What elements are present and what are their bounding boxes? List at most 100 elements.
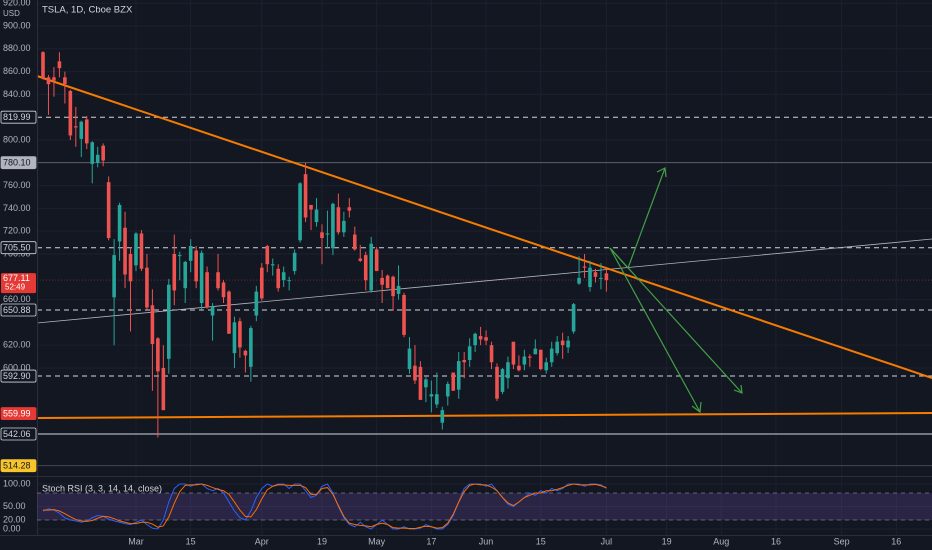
candle-body	[287, 280, 291, 282]
price-level-label: 650.88	[3, 305, 31, 315]
stoch-line	[43, 483, 607, 530]
price-level-tag	[0, 369, 37, 383]
price-level-tag	[0, 427, 37, 441]
price-level-label: 592.90	[3, 371, 31, 381]
candle-body	[79, 121, 84, 139]
candle-body	[276, 268, 281, 289]
x-tick-label: 17	[426, 536, 436, 546]
candle-body	[281, 272, 286, 281]
stoch-tick-label: 20.00	[3, 514, 26, 524]
x-tick-label: 19	[317, 536, 327, 546]
candle-body	[429, 394, 434, 397]
arrowhead	[733, 384, 743, 394]
price-level-tag	[0, 156, 37, 170]
candle-body	[517, 365, 521, 371]
candle-body	[177, 255, 182, 257]
candle-body	[380, 277, 384, 285]
stoch-layer	[37, 483, 932, 530]
candle-body	[68, 90, 73, 136]
candle-body	[106, 182, 111, 239]
candle-body	[243, 350, 248, 356]
y-tick-label: 860.00	[3, 66, 31, 76]
candle-body	[604, 273, 609, 281]
candle-body	[331, 203, 335, 249]
candle-body	[560, 340, 565, 346]
candle-body	[183, 261, 188, 289]
price-level-tag	[0, 303, 37, 317]
candle-body	[112, 255, 116, 298]
price-level-tag	[0, 241, 37, 255]
candle-body	[309, 204, 313, 210]
price-level-label: 780.10	[3, 158, 31, 168]
x-tick-label: 15	[536, 536, 546, 546]
stoch-band	[37, 492, 932, 521]
candle-body	[90, 142, 95, 164]
candle-body	[533, 348, 538, 355]
price-level-label: 705.50	[3, 243, 31, 253]
x-tick-label: May	[368, 536, 386, 546]
candle-body	[418, 366, 423, 400]
candle-body	[413, 365, 417, 381]
y-tick-label: 880.00	[3, 43, 31, 53]
candle-body	[407, 348, 412, 370]
candle-body	[172, 253, 177, 291]
candle-body	[478, 336, 483, 340]
candle-body	[188, 245, 193, 261]
candle-body	[46, 77, 51, 85]
candle-body	[314, 209, 319, 223]
candle-body	[336, 207, 341, 233]
candle-body	[445, 383, 450, 397]
x-tick-label: Sep	[834, 536, 850, 546]
candle-body	[489, 345, 494, 363]
y-tick-label: 620.00	[3, 340, 31, 350]
candle-body	[95, 154, 100, 163]
grid-layer	[37, 0, 932, 535]
price-level-tag	[0, 459, 37, 473]
candle-body	[101, 145, 105, 161]
candle-body	[495, 366, 499, 399]
y-tick-label: 720.00	[3, 226, 31, 236]
currency-label: USD	[3, 9, 20, 18]
stoch-tick-label: 50.00	[3, 501, 26, 511]
candle-body	[522, 356, 527, 365]
indicator-title: Stoch RSI (3, 3, 14, 14, close)	[42, 483, 162, 493]
candle-body	[555, 341, 559, 354]
candle-body	[260, 267, 264, 299]
trend-line	[36, 412, 932, 419]
x-tick-label: 19	[662, 536, 672, 546]
arrowhead	[691, 401, 702, 414]
trend-line	[36, 75, 932, 379]
candle-body	[538, 349, 543, 370]
candle-body	[440, 410, 445, 423]
candle-body	[199, 252, 204, 303]
candle-body	[352, 234, 357, 250]
candle-body	[549, 348, 554, 363]
candle-body	[167, 284, 171, 359]
candles-layer	[41, 51, 609, 438]
candle-body	[325, 233, 330, 235]
countdown-label: 52:49	[5, 283, 26, 292]
y-tick-label: 600.00	[3, 362, 31, 372]
x-tick-label: Mar	[128, 536, 144, 546]
candle-body	[571, 304, 576, 332]
price-level-label: 819.99	[3, 112, 31, 122]
candle-body	[369, 243, 373, 291]
levels-layer	[37, 116, 932, 467]
y-tick-label: 740.00	[3, 203, 31, 213]
candle-body	[374, 249, 379, 272]
candle-body	[221, 282, 226, 298]
candle-body	[117, 204, 122, 242]
x-tick-label: Aug	[713, 536, 729, 546]
candle-body	[358, 258, 363, 261]
last-price-label: 677.11	[3, 273, 30, 283]
candle-body	[249, 328, 253, 367]
candle-body	[599, 277, 603, 279]
candle-body	[150, 305, 155, 345]
candle-body	[238, 321, 242, 348]
candle-body	[511, 341, 516, 365]
candle-body	[57, 61, 62, 69]
stoch-line	[42, 483, 607, 530]
candle-body	[500, 369, 505, 392]
candle-body	[473, 333, 477, 346]
candle-body	[593, 272, 598, 277]
